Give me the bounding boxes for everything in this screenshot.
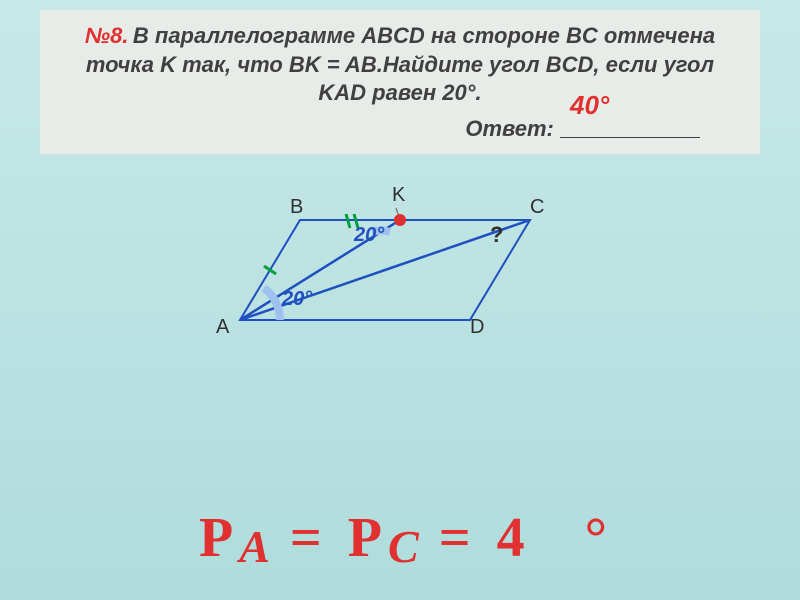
problem-number: №8.: [85, 23, 129, 48]
angle-K: 20°: [354, 224, 384, 247]
eq-deg: °: [585, 507, 607, 569]
eq-sub-A: A: [239, 521, 270, 572]
problem-statement: №8. В параллелограмме ABCD на стороне BC…: [60, 22, 740, 108]
label-K: K: [392, 184, 405, 207]
problem-box: №8. В параллелограмме ABCD на стороне BC…: [40, 10, 760, 154]
point-K: [394, 214, 406, 226]
answer-underline: [560, 137, 700, 138]
slide: №8. В параллелограмме ABCD на стороне BC…: [0, 0, 800, 600]
diagram-svg: [220, 190, 580, 350]
angle-A: 20°: [282, 288, 312, 311]
tick-AB: [264, 266, 276, 274]
problem-text: В параллелограмме ABCD на стороне BC отм…: [86, 23, 715, 105]
label-D: D: [470, 316, 484, 339]
eq-val: 4: [497, 507, 525, 569]
eq-sub-C: C: [388, 521, 419, 572]
answer-value: 40°: [570, 90, 609, 121]
answer-label: Ответ:: [465, 116, 560, 141]
answer-line: Ответ: 40°: [60, 116, 740, 142]
eq-P2: Р: [348, 507, 382, 569]
equation: РA = РC = 4 °: [0, 506, 800, 570]
tick-BK1: [346, 214, 350, 228]
eq-P1: Р: [199, 507, 233, 569]
diagram: A B K C D 20° 20° ?: [220, 190, 580, 350]
eq-eq2: =: [439, 507, 471, 569]
eq-eq1: =: [290, 507, 322, 569]
question-mark: ?: [490, 222, 503, 248]
label-C: C: [530, 196, 544, 219]
label-B: B: [290, 196, 303, 219]
label-A: A: [216, 316, 229, 339]
